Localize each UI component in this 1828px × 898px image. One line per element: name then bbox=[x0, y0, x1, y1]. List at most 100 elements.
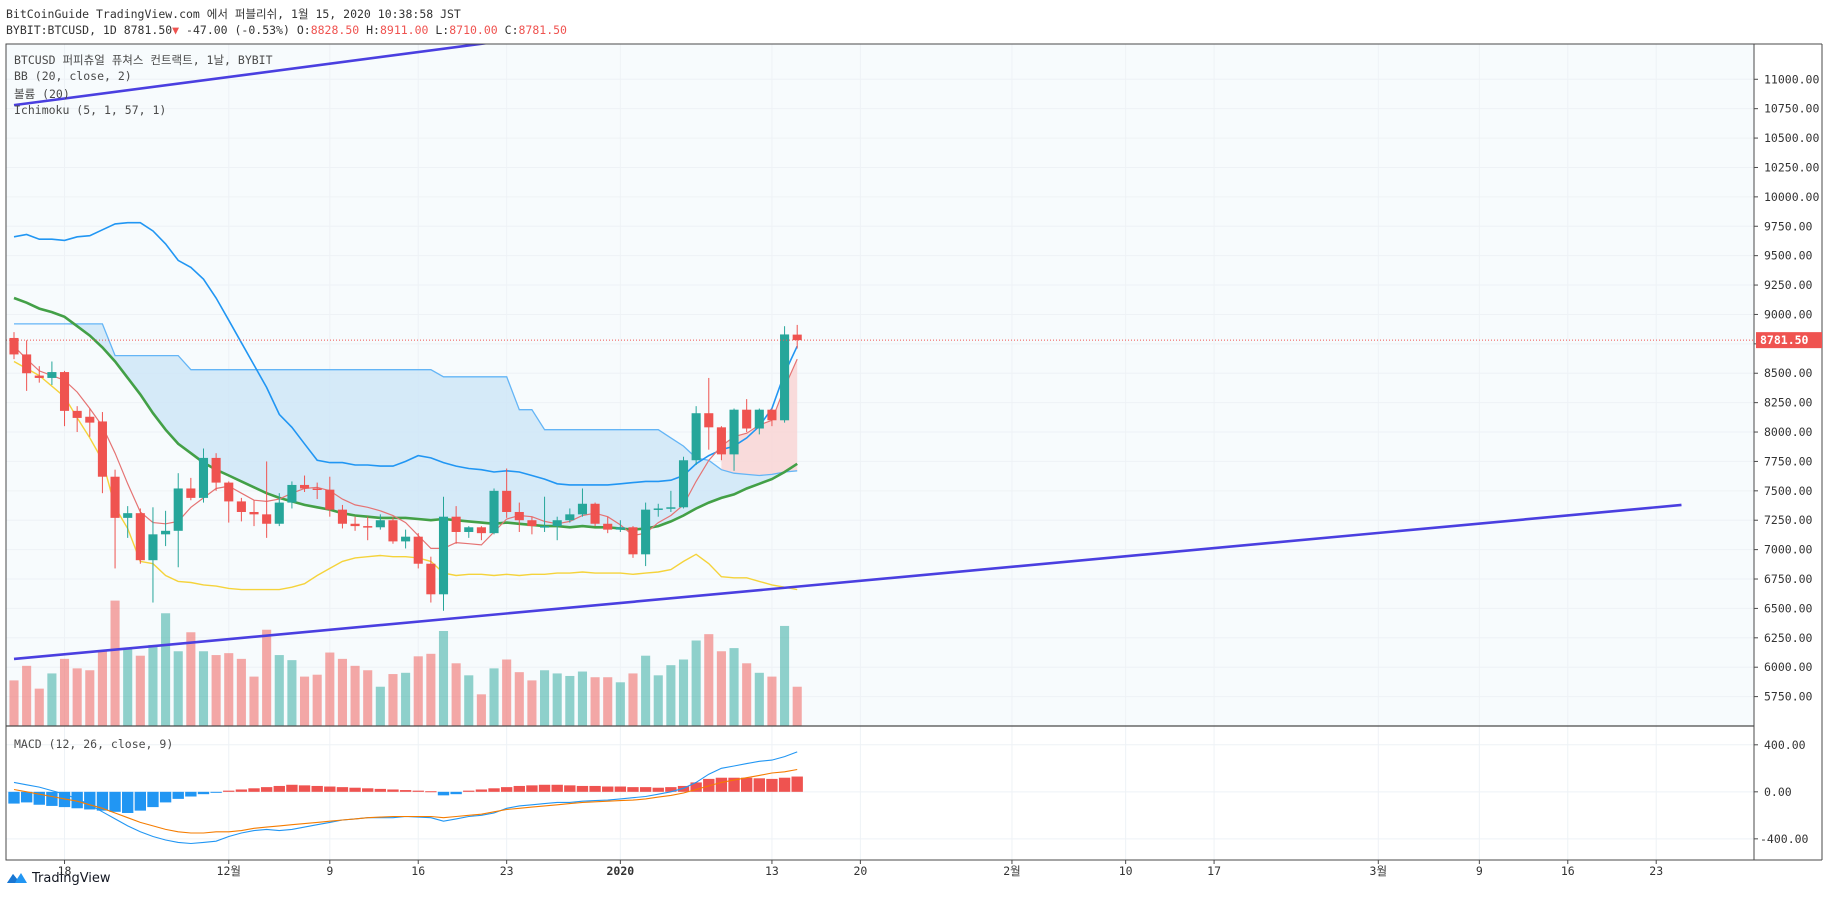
macd-histogram-bar bbox=[639, 787, 652, 792]
volume-bar bbox=[426, 653, 436, 726]
ohlc-line: BYBIT:BTCUSD, 1D 8781.50▼ -47.00 (-0.53%… bbox=[6, 22, 567, 38]
macd-histogram-bar bbox=[652, 787, 664, 792]
candle bbox=[565, 508, 575, 523]
y-tick-label: 7500.00 bbox=[1764, 484, 1813, 498]
macd-histogram-bar bbox=[223, 790, 235, 792]
macd-pane bbox=[6, 726, 1754, 860]
volume-bar bbox=[236, 658, 246, 726]
candle bbox=[653, 503, 663, 517]
macd-histogram-bar bbox=[298, 785, 311, 792]
last-price-label: 8781.50 bbox=[1760, 333, 1809, 347]
volume-bar bbox=[704, 634, 714, 726]
volume-bar bbox=[451, 663, 461, 726]
macd-histogram-bar bbox=[677, 785, 690, 792]
volume-bar bbox=[653, 675, 663, 726]
publish-info: BitCoinGuide TradingView.com 에서 퍼블리쉬, 1월… bbox=[6, 7, 461, 21]
y-tick-label: 7750.00 bbox=[1764, 454, 1813, 468]
candle-body bbox=[489, 490, 499, 534]
volume-bar bbox=[666, 665, 676, 726]
candle bbox=[792, 324, 802, 349]
footer[interactable]: TradingView bbox=[6, 868, 111, 888]
low-label: L: bbox=[435, 23, 450, 37]
candle bbox=[262, 461, 272, 538]
candle bbox=[552, 516, 562, 541]
bb-basis-line bbox=[13, 296, 798, 531]
candle bbox=[754, 408, 764, 435]
volume-bar bbox=[22, 665, 32, 726]
volume-bar bbox=[540, 670, 550, 726]
x-tick-label: 2020 bbox=[607, 864, 635, 878]
volume-bar bbox=[552, 673, 562, 726]
candle bbox=[704, 377, 714, 450]
volume-bar bbox=[123, 648, 133, 726]
candle-body bbox=[224, 482, 234, 502]
macd-histogram-bar bbox=[488, 788, 500, 792]
volume-bar bbox=[678, 659, 689, 726]
macd-y-tick-label: 0.00 bbox=[1764, 785, 1792, 799]
macd-histogram-bar bbox=[109, 791, 121, 812]
volume-bar bbox=[577, 671, 588, 726]
close-value: 8781.50 bbox=[518, 23, 567, 37]
volume-bar bbox=[173, 651, 183, 726]
macd-histogram-bar bbox=[475, 789, 488, 792]
candle-body bbox=[110, 476, 120, 518]
candle bbox=[401, 529, 411, 549]
candle-body bbox=[22, 354, 32, 374]
macd-histogram-bar bbox=[766, 778, 778, 792]
volume-bar bbox=[325, 652, 335, 726]
candle bbox=[641, 502, 651, 567]
candle bbox=[716, 426, 726, 461]
macd-histogram-bar bbox=[450, 791, 462, 795]
volume-bar bbox=[198, 651, 209, 726]
volume-bar bbox=[413, 656, 423, 726]
candle bbox=[628, 526, 638, 558]
candle bbox=[161, 510, 171, 547]
high-value: 8911.00 bbox=[379, 23, 429, 37]
tradingview-logo-icon bbox=[7, 873, 27, 883]
macd-histogram-bar bbox=[172, 791, 184, 799]
y-tick-label: 9750.00 bbox=[1764, 219, 1813, 233]
x-tick-label: 2월 bbox=[1003, 864, 1021, 878]
y-tick-label: 10250.00 bbox=[1764, 160, 1819, 174]
candle-body bbox=[704, 413, 714, 428]
candle-body bbox=[742, 409, 752, 429]
candle bbox=[438, 496, 449, 611]
candle bbox=[666, 490, 676, 512]
x-tick-label: 12월 bbox=[217, 864, 241, 878]
volume-bar bbox=[603, 677, 613, 726]
candle bbox=[34, 366, 44, 383]
macd-histogram-bar bbox=[589, 785, 601, 792]
candle bbox=[85, 408, 95, 437]
candle-body bbox=[527, 520, 537, 527]
candle-body bbox=[148, 534, 158, 561]
candle bbox=[464, 526, 474, 538]
macd-y-tick-label: 400.00 bbox=[1764, 738, 1806, 752]
candle bbox=[527, 516, 537, 535]
candle bbox=[135, 508, 145, 564]
macd-histogram-bar bbox=[8, 791, 20, 804]
open-value: 8828.50 bbox=[310, 23, 360, 37]
volume-bar bbox=[148, 644, 158, 726]
macd-histogram-bar bbox=[500, 787, 513, 792]
volume-bar bbox=[464, 675, 474, 726]
volume-bar bbox=[312, 674, 322, 726]
volume-bar bbox=[34, 688, 44, 726]
candle-body bbox=[299, 484, 310, 489]
volume-bar bbox=[59, 658, 70, 726]
macd-histogram-bar bbox=[197, 791, 210, 795]
open-label: O: bbox=[296, 23, 311, 37]
y-tick-label: 10750.00 bbox=[1764, 102, 1819, 116]
candle-body bbox=[653, 508, 663, 510]
volume-bars bbox=[9, 600, 802, 726]
candle-body bbox=[325, 489, 335, 510]
legend-volume: 볼륨 (20) bbox=[14, 87, 70, 101]
macd-histogram-bar bbox=[526, 785, 538, 792]
x-tick-label: 9 bbox=[326, 864, 333, 878]
macd-histogram-bar bbox=[791, 776, 803, 792]
change-value: -47.00 (-0.53%) bbox=[186, 23, 290, 37]
candle bbox=[691, 406, 701, 465]
bb-lower-line bbox=[13, 360, 798, 591]
macd-histogram-bar bbox=[248, 788, 260, 792]
macd-histogram-bar bbox=[715, 777, 728, 792]
